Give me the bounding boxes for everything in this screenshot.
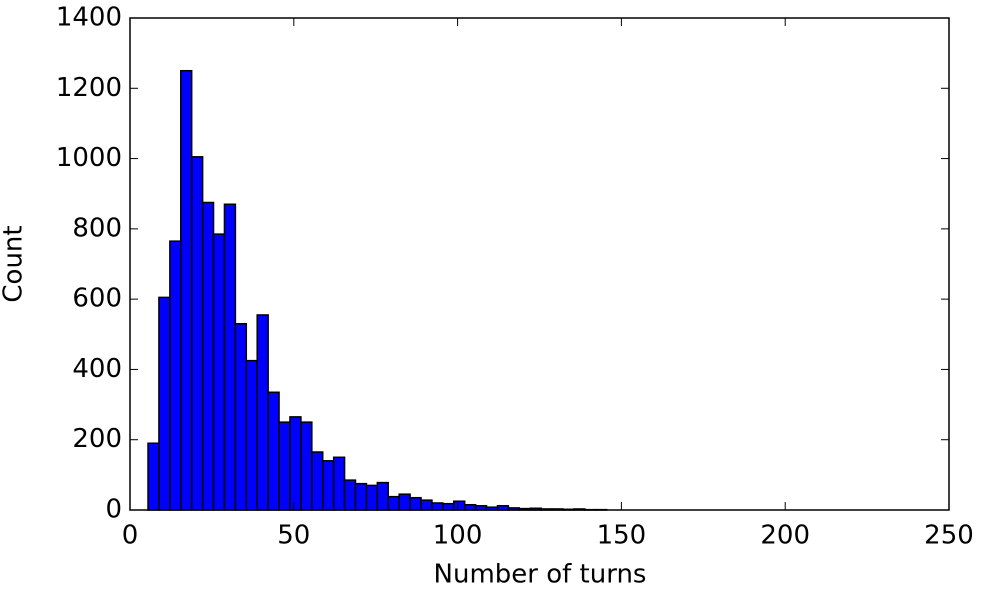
bar [343, 479, 357, 511]
x-tick-label: 200 [760, 521, 810, 551]
bar [409, 496, 422, 511]
bar [234, 322, 248, 511]
bar [201, 201, 215, 511]
y-tick-label: 200 [72, 424, 122, 454]
bar [223, 203, 237, 511]
bar [278, 421, 291, 511]
bar [147, 442, 160, 511]
bar [365, 484, 379, 511]
y-tick-label: 800 [72, 213, 122, 243]
bar [398, 493, 411, 511]
y-tick-label: 600 [72, 284, 122, 314]
bar [321, 460, 335, 511]
bar [180, 69, 193, 511]
x-tick-label: 100 [433, 521, 483, 551]
y-tick-label: 1000 [56, 143, 122, 173]
x-tick-label: 250 [924, 521, 974, 551]
bar [354, 482, 368, 511]
bar [169, 240, 182, 511]
x-tick-label: 150 [597, 521, 647, 551]
bar [158, 296, 171, 511]
bar [289, 416, 302, 511]
bar [190, 156, 204, 511]
bar [245, 359, 258, 511]
x-axis-label: Number of turns [434, 560, 647, 590]
y-tick-label: 1200 [56, 73, 122, 103]
bar [212, 233, 226, 511]
x-tick-label: 0 [122, 521, 139, 551]
bar [311, 451, 324, 511]
plot-frame [129, 17, 950, 511]
bar [267, 391, 280, 511]
bar [256, 314, 269, 511]
bar [387, 495, 400, 511]
x-tick-label: 50 [277, 521, 310, 551]
bar [300, 421, 313, 511]
bar [442, 502, 455, 511]
bar [453, 500, 466, 511]
bar [420, 499, 433, 511]
y-tick-label: 400 [72, 354, 122, 384]
bar [376, 481, 389, 511]
bar [463, 503, 477, 511]
bar [431, 502, 444, 511]
y-axis-label: Count [0, 225, 29, 302]
bar [332, 456, 346, 511]
y-tick-label: 0 [105, 495, 122, 525]
y-tick-label: 1400 [56, 3, 122, 33]
